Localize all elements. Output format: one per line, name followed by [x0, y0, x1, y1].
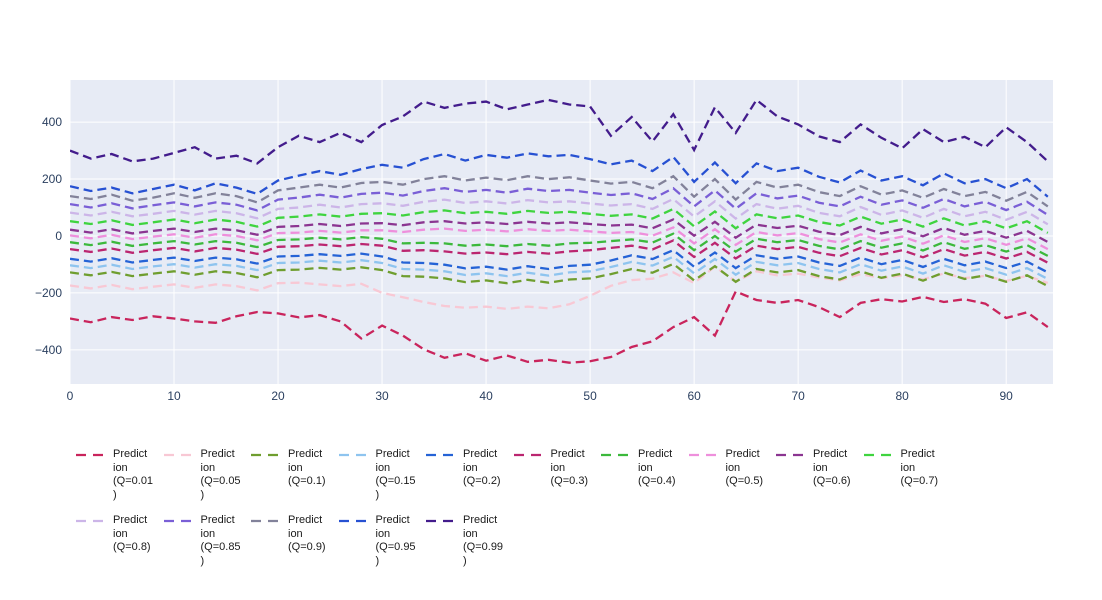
plot-background	[70, 80, 1053, 384]
series-line-q0.4q	[70, 232, 1049, 257]
legend-item-label: Predict ion (Q=0.9)	[288, 514, 326, 553]
legend-item-label: Predict ion (Q=0.5)	[725, 448, 764, 487]
series-line-q0.6q	[70, 218, 1049, 244]
x-tick-label: 20	[271, 389, 285, 403]
legend-dash-icon	[163, 519, 194, 523]
legend-item-q0.6q[interactable]: Predict ion (Q=0.6)	[776, 448, 864, 489]
series-line-q0.99q	[70, 98, 1049, 165]
x-tick-label: 80	[895, 389, 909, 403]
plot-area[interactable]	[70, 80, 1053, 384]
series-line-q0.3q	[70, 239, 1049, 264]
legend-dash-icon	[863, 453, 894, 457]
y-tick-label: −400	[34, 342, 62, 357]
x-tick-label: 50	[583, 389, 597, 403]
legend-item-label: Predict ion (Q=0.6)	[813, 448, 851, 487]
x-tick-label: 70	[791, 389, 805, 403]
legend-dash-icon	[688, 453, 719, 457]
legend-dash-icon	[338, 519, 369, 523]
legend-dash-icon	[163, 453, 194, 457]
series-line-q0.85q	[70, 186, 1049, 216]
legend-item-q0.7q[interactable]: Predict ion (Q=0.7)	[863, 448, 952, 489]
series-line-q0.7q	[70, 207, 1049, 234]
x-tick-label: 90	[999, 389, 1013, 403]
legend-dash-icon	[426, 453, 456, 457]
y-tick-label: 0	[55, 228, 62, 243]
legend-item-q0.2q[interactable]: Predict ion (Q=0.2)	[426, 448, 514, 489]
legend-item-q0.1q[interactable]: Predict ion (Q=0.1)	[251, 448, 339, 489]
x-tick-label: 60	[687, 389, 701, 403]
legend-item-q0.8q[interactable]: Predict ion (Q=0.8)	[76, 514, 164, 555]
legend-item-q0.01q[interactable]: Predict ion (Q=0.01 )	[76, 448, 164, 502]
legend-item-q0.99q[interactable]: Predict ion (Q=0.99 )	[426, 514, 514, 568]
series-line-q0.2q	[70, 248, 1049, 274]
y-tick-label: 400	[41, 115, 62, 130]
legend-item-q0.95q[interactable]: Predict ion (Q=0.95 )	[338, 514, 427, 568]
legend-item-label: Predict ion (Q=0.95 )	[375, 514, 416, 567]
legend-item-label: Predict ion (Q=0.2)	[463, 448, 501, 487]
legend-dash-icon	[513, 453, 544, 457]
legend-item-label: Predict ion (Q=0.7)	[900, 448, 939, 487]
legend-dash-icon	[251, 453, 281, 457]
legend-item-q0.5q[interactable]: Predict ion (Q=0.5)	[688, 448, 777, 489]
series-line-q0.8q	[70, 197, 1049, 226]
series-line-q0.5q	[70, 226, 1049, 251]
legend-item-label: Predict ion (Q=0.4)	[638, 448, 676, 487]
legend-item-q0.9q[interactable]: Predict ion (Q=0.9)	[251, 514, 339, 555]
series-line-q0.01q	[70, 290, 1049, 364]
y-tick-label: −200	[34, 285, 62, 300]
x-tick-label: 10	[167, 389, 181, 403]
legend-dash-icon	[426, 519, 456, 523]
legend-item-label: Predict ion (Q=0.1)	[288, 448, 326, 487]
legend-item-label: Predict ion (Q=0.8)	[113, 514, 151, 553]
gridlines	[70, 80, 1053, 384]
legend-item-q0.3q[interactable]: Predict ion (Q=0.3)	[513, 448, 602, 489]
legend-item-q0.4q[interactable]: Predict ion (Q=0.4)	[601, 448, 689, 489]
x-tick-label: 40	[479, 389, 493, 403]
legend-dash-icon	[76, 453, 106, 457]
legend-item-label: Predict ion (Q=0.01 )	[113, 448, 154, 501]
series-line-q0.15q	[70, 255, 1049, 281]
series-line-q0.95q	[70, 152, 1049, 198]
legend-item-label: Predict ion (Q=0.05 )	[200, 448, 241, 501]
legend-dash-icon	[251, 519, 281, 523]
legend-dash-icon	[776, 453, 806, 457]
legend-item-label: Predict ion (Q=0.3)	[550, 448, 589, 487]
legend-item-q0.05q[interactable]: Predict ion (Q=0.05 )	[163, 448, 252, 502]
x-tick-label: 30	[375, 389, 389, 403]
legend-item-label: Predict ion (Q=0.99 )	[463, 514, 504, 567]
x-tick-label: 0	[66, 389, 74, 403]
legend-item-q0.85q[interactable]: Predict ion (Q=0.85 )	[163, 514, 252, 568]
legend-dash-icon	[76, 519, 106, 523]
y-tick-label: 200	[41, 172, 62, 187]
legend-dash-icon	[338, 453, 369, 457]
series-line-q0.1q	[70, 262, 1049, 288]
plot-svg	[70, 80, 1053, 384]
legend-item-label: Predict ion (Q=0.15 )	[375, 448, 416, 501]
legend: Predict ion (Q=0.01 ) Predict ion (Q=0.05…	[76, 448, 1038, 580]
legend-item-q0.15q[interactable]: Predict ion (Q=0.15 )	[338, 448, 427, 502]
legend-dash-icon	[601, 453, 631, 457]
legend-item-label: Predict ion (Q=0.85 )	[200, 514, 241, 567]
